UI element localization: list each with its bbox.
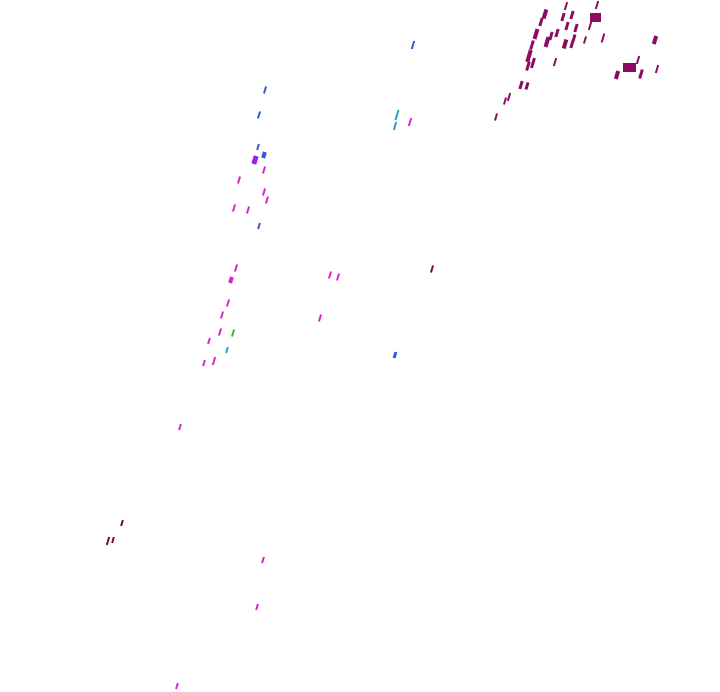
blob xyxy=(623,63,636,72)
streak xyxy=(429,265,435,273)
streak xyxy=(335,273,341,281)
streak xyxy=(231,204,237,212)
streak xyxy=(518,80,524,90)
streak xyxy=(317,314,323,322)
streak xyxy=(502,97,508,105)
streak xyxy=(573,23,579,33)
streak xyxy=(251,155,259,165)
streak xyxy=(225,346,229,354)
streak xyxy=(654,64,660,74)
streak xyxy=(219,311,225,319)
streak xyxy=(261,188,267,196)
streak xyxy=(543,36,551,48)
streak xyxy=(554,28,560,38)
streak xyxy=(120,519,124,527)
streak xyxy=(538,17,544,27)
streak xyxy=(262,86,268,94)
streak xyxy=(217,328,223,336)
streak xyxy=(548,31,554,41)
streak xyxy=(525,49,533,63)
streak xyxy=(261,166,267,174)
streak xyxy=(635,55,641,65)
streak xyxy=(530,57,536,69)
streak xyxy=(407,117,413,127)
streak xyxy=(261,151,267,159)
streak xyxy=(563,1,569,11)
streak xyxy=(111,536,115,544)
blob xyxy=(590,13,601,22)
streak xyxy=(560,12,566,22)
streak xyxy=(524,82,530,90)
streak xyxy=(582,36,588,44)
streak xyxy=(561,38,569,50)
streak xyxy=(569,10,575,20)
streak xyxy=(105,536,111,546)
streak xyxy=(255,603,259,611)
streak xyxy=(202,359,206,367)
streak xyxy=(529,40,535,50)
streak xyxy=(207,337,211,345)
streak xyxy=(532,28,540,40)
streak xyxy=(638,69,644,79)
streak xyxy=(564,21,570,31)
streak xyxy=(587,21,593,31)
streak xyxy=(392,351,398,359)
streak xyxy=(541,8,549,20)
streak xyxy=(493,113,499,121)
streak xyxy=(594,0,600,10)
streak xyxy=(571,34,577,42)
streak xyxy=(613,70,621,80)
streak xyxy=(225,299,231,307)
streak xyxy=(552,57,558,67)
streak xyxy=(175,682,179,690)
streak xyxy=(257,222,261,230)
streak xyxy=(256,143,260,151)
streak xyxy=(230,329,236,337)
streak xyxy=(392,121,398,131)
streak xyxy=(525,61,531,71)
streak xyxy=(327,271,333,279)
streak xyxy=(233,264,239,272)
streak xyxy=(178,423,182,431)
streak xyxy=(245,206,251,214)
streak xyxy=(236,176,242,184)
streak xyxy=(410,40,416,50)
streak xyxy=(600,33,606,43)
streak xyxy=(261,556,265,564)
streak xyxy=(256,111,262,119)
streak xyxy=(264,196,270,204)
streak xyxy=(228,276,234,284)
streak xyxy=(506,92,512,102)
streaks xyxy=(105,0,660,690)
streak xyxy=(651,35,659,45)
streak xyxy=(211,356,217,366)
streak xyxy=(394,109,400,121)
